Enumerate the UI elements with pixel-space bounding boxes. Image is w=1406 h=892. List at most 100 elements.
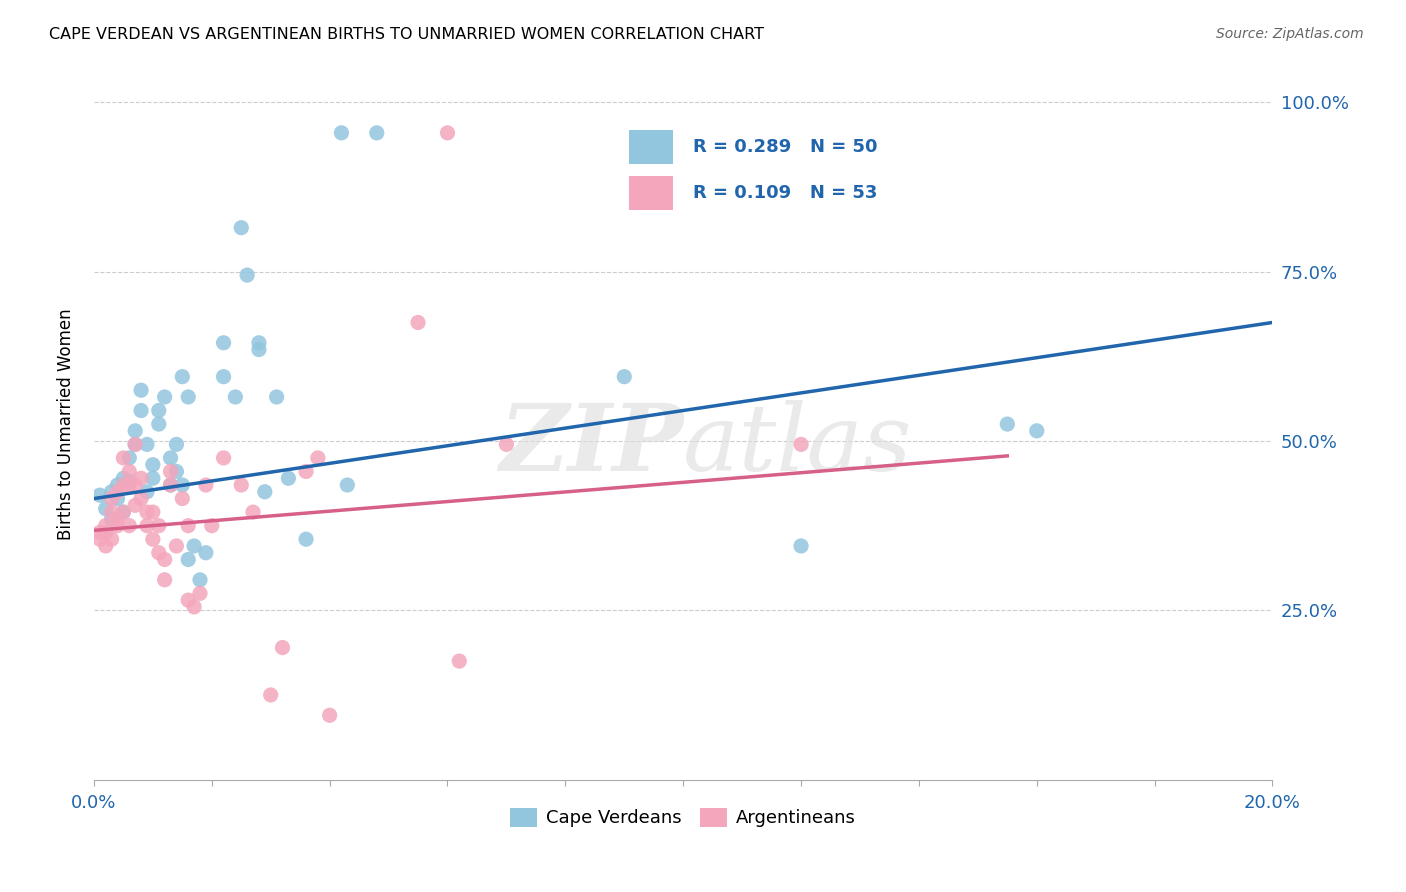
Point bbox=[124, 437, 146, 451]
Point bbox=[495, 437, 517, 451]
Point bbox=[107, 484, 129, 499]
Point bbox=[124, 424, 146, 438]
Point bbox=[177, 593, 200, 607]
Point bbox=[107, 478, 129, 492]
Point bbox=[194, 478, 217, 492]
Point bbox=[112, 505, 135, 519]
Point bbox=[107, 512, 129, 526]
Point bbox=[194, 546, 217, 560]
Point bbox=[247, 343, 270, 357]
Point bbox=[153, 552, 176, 566]
Point bbox=[995, 417, 1018, 431]
Point bbox=[136, 505, 159, 519]
Point bbox=[212, 335, 235, 350]
Point bbox=[124, 437, 146, 451]
Point bbox=[366, 126, 388, 140]
Point bbox=[172, 478, 194, 492]
Point bbox=[112, 505, 135, 519]
Point bbox=[129, 471, 152, 485]
Point bbox=[277, 471, 299, 485]
Point bbox=[1025, 424, 1047, 438]
Point bbox=[790, 437, 813, 451]
Point bbox=[148, 546, 170, 560]
Legend: Cape Verdeans, Argentineans: Cape Verdeans, Argentineans bbox=[503, 801, 863, 835]
Point bbox=[183, 599, 205, 614]
Point bbox=[165, 465, 187, 479]
Point bbox=[165, 539, 187, 553]
Point bbox=[100, 484, 122, 499]
Point bbox=[330, 126, 353, 140]
Point bbox=[172, 491, 194, 506]
Point bbox=[790, 539, 813, 553]
Point bbox=[100, 512, 122, 526]
Point bbox=[177, 552, 200, 566]
Point bbox=[159, 478, 181, 492]
Point bbox=[266, 390, 288, 404]
Point bbox=[212, 450, 235, 465]
Point bbox=[94, 525, 117, 540]
Point bbox=[242, 505, 264, 519]
Point bbox=[188, 573, 211, 587]
Point bbox=[118, 450, 141, 465]
Point bbox=[212, 369, 235, 384]
Text: atlas: atlas bbox=[683, 401, 912, 491]
Point bbox=[142, 532, 165, 546]
Point bbox=[142, 458, 165, 472]
Point bbox=[107, 491, 129, 506]
Point bbox=[436, 126, 458, 140]
Point bbox=[177, 518, 200, 533]
Point bbox=[118, 518, 141, 533]
Point bbox=[124, 478, 146, 492]
Point bbox=[165, 437, 187, 451]
Point bbox=[188, 586, 211, 600]
Text: CAPE VERDEAN VS ARGENTINEAN BIRTHS TO UNMARRIED WOMEN CORRELATION CHART: CAPE VERDEAN VS ARGENTINEAN BIRTHS TO UN… bbox=[49, 27, 765, 42]
Point bbox=[118, 478, 141, 492]
Point bbox=[89, 532, 111, 546]
Point bbox=[112, 450, 135, 465]
Point bbox=[100, 505, 122, 519]
Point bbox=[231, 220, 253, 235]
Text: ZIP: ZIP bbox=[499, 401, 683, 491]
Point bbox=[153, 390, 176, 404]
Point bbox=[94, 518, 117, 533]
Point bbox=[613, 369, 636, 384]
Point bbox=[129, 403, 152, 417]
Point bbox=[159, 450, 181, 465]
Point bbox=[224, 390, 246, 404]
Point bbox=[318, 708, 340, 723]
Point bbox=[100, 532, 122, 546]
Point bbox=[260, 688, 283, 702]
Point bbox=[247, 335, 270, 350]
Point bbox=[295, 465, 318, 479]
Point bbox=[153, 573, 176, 587]
Point bbox=[124, 499, 146, 513]
Point bbox=[271, 640, 294, 655]
Point bbox=[307, 450, 329, 465]
Point bbox=[118, 475, 141, 489]
Point bbox=[183, 539, 205, 553]
Point bbox=[253, 484, 276, 499]
Point bbox=[112, 478, 135, 492]
Point bbox=[231, 478, 253, 492]
Y-axis label: Births to Unmarried Women: Births to Unmarried Women bbox=[58, 309, 75, 540]
Point bbox=[148, 518, 170, 533]
Point bbox=[295, 532, 318, 546]
Point bbox=[89, 488, 111, 502]
Point bbox=[136, 484, 159, 499]
Point bbox=[406, 316, 429, 330]
Point bbox=[136, 518, 159, 533]
Point bbox=[100, 491, 122, 506]
Point bbox=[129, 383, 152, 397]
Point bbox=[159, 478, 181, 492]
Point bbox=[236, 268, 259, 282]
Point bbox=[172, 369, 194, 384]
Point bbox=[89, 525, 111, 540]
Point bbox=[94, 501, 117, 516]
Point bbox=[136, 437, 159, 451]
Point bbox=[112, 471, 135, 485]
Text: Source: ZipAtlas.com: Source: ZipAtlas.com bbox=[1216, 27, 1364, 41]
Point bbox=[118, 465, 141, 479]
Point bbox=[107, 518, 129, 533]
Point bbox=[148, 417, 170, 431]
Point bbox=[129, 491, 152, 506]
